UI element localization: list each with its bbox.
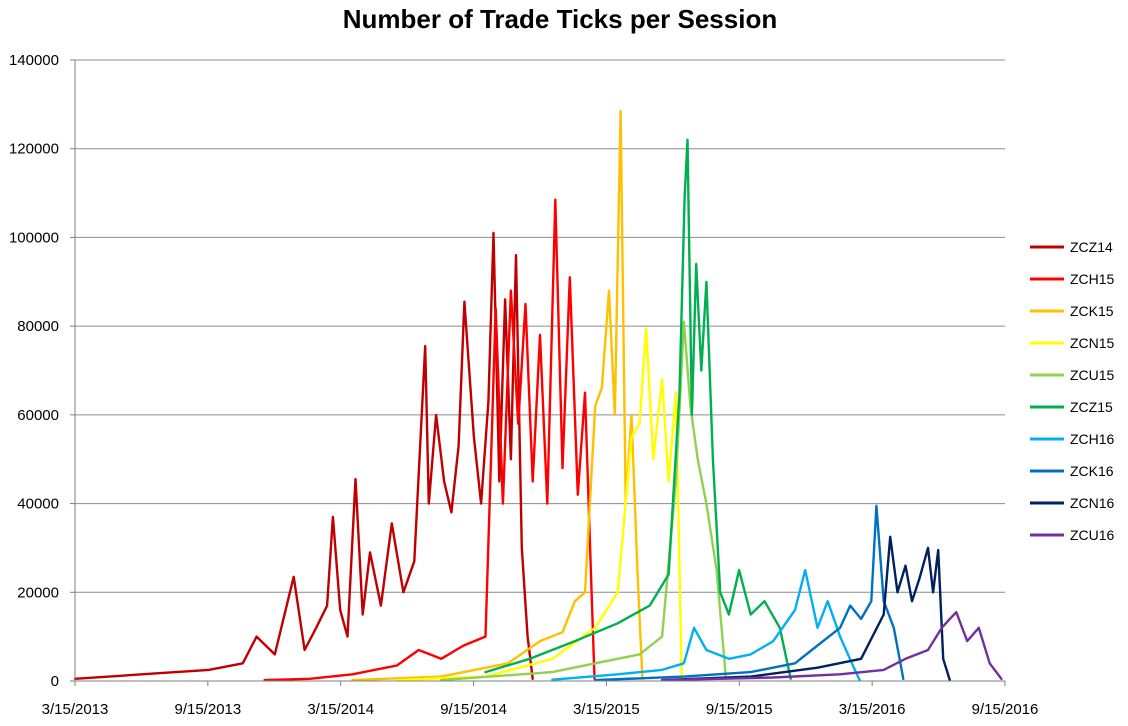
legend-label: ZCZ15: [1070, 399, 1113, 415]
series-line-zcz14: [73, 231, 534, 680]
legend-label: ZCK16: [1070, 463, 1114, 479]
y-tick-label: 60000: [17, 407, 59, 424]
x-tick-label: 3/15/2015: [573, 701, 640, 718]
x-tick-labels: 3/15/2013 9/15/2013 3/15/2014 9/15/2014 3/15…: [42, 681, 1039, 718]
y-tick-label: 120000: [9, 141, 59, 158]
series-line-zcu15: [440, 320, 728, 682]
legend-label: ZCN15: [1070, 335, 1115, 351]
legend-label: ZCH15: [1070, 271, 1115, 287]
series-lines: [73, 109, 1003, 682]
legend-label: ZCU16: [1070, 527, 1115, 543]
y-tick-label: 100000: [9, 229, 59, 246]
series-line-zcz15: [484, 138, 792, 680]
series-line-zcn16: [660, 535, 951, 682]
x-tick-label: 3/15/2014: [307, 701, 374, 718]
legend-label: ZCN16: [1070, 495, 1115, 511]
y-tick-label: 20000: [17, 584, 59, 601]
legend-label: ZCZ14: [1070, 239, 1113, 255]
x-tick-label: 9/15/2016: [972, 701, 1039, 718]
x-tick-label: 3/15/2013: [42, 701, 109, 718]
y-tick-label: 40000: [17, 496, 59, 513]
gridlines: [75, 59, 1005, 593]
y-tick-label: 80000: [17, 318, 59, 335]
series-line-zcn15: [395, 327, 683, 682]
x-tick-label: 9/15/2013: [174, 701, 241, 718]
y-tick-label: 140000: [9, 52, 59, 69]
series-line-zch15: [263, 198, 596, 682]
legend-label: ZCU15: [1070, 367, 1115, 383]
legend-label: ZCH16: [1070, 431, 1115, 447]
x-tick-label: 9/15/2015: [706, 701, 773, 718]
x-tick-label: 9/15/2014: [440, 701, 507, 718]
series-line-zcu16: [660, 611, 1003, 682]
legend-label: ZCK15: [1070, 303, 1114, 319]
y-tick-label: 0: [51, 673, 59, 690]
legend: ZCZ14 ZCH15 ZCK15 ZCN15 ZCU15 ZCZ15 ZCH16 ZCK16…: [1030, 239, 1115, 543]
axes: [74, 60, 1005, 682]
y-tick-labels: 0 20000 40000 60000 80000 100000 120000 140000: [9, 52, 75, 690]
x-tick-label: 3/15/2016: [839, 701, 906, 718]
chart-title: Number of Trade Ticks per Session: [343, 4, 777, 34]
series-line-zch16: [551, 568, 861, 682]
